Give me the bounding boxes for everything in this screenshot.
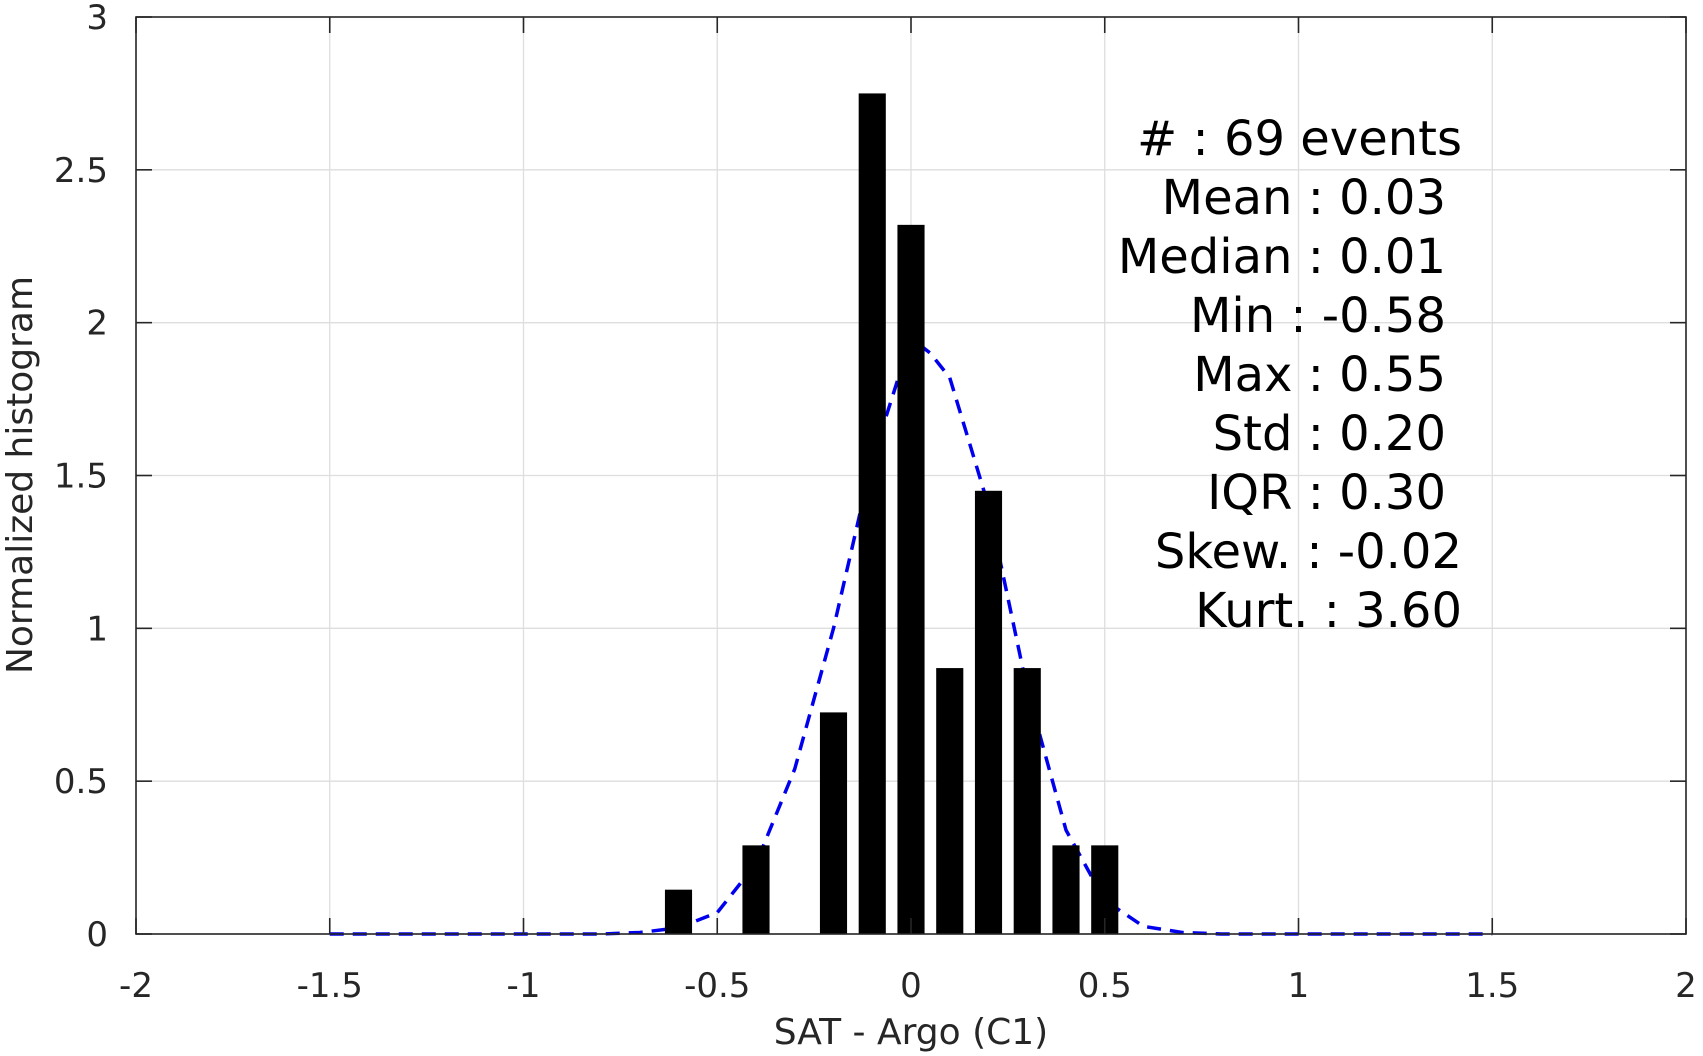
- y-axis-label: Normalized histogram: [0, 276, 41, 674]
- stat-line: IQR : 0.30: [1207, 465, 1446, 521]
- stat-line: Min : -0.58: [1190, 288, 1446, 344]
- stat-line: Std : 0.20: [1213, 406, 1446, 462]
- x-tick-label: 0.5: [1078, 966, 1132, 1006]
- stat-line: Max : 0.55: [1193, 347, 1446, 403]
- y-tick-label: 0: [86, 915, 108, 955]
- stat-line: Kurt. : 3.60: [1195, 583, 1462, 639]
- histogram-bar: [1052, 845, 1080, 934]
- x-tick-label: -2: [119, 966, 153, 1006]
- histogram-bar: [974, 490, 1003, 934]
- x-tick-label: 0: [900, 966, 922, 1006]
- histogram-bar: [1013, 668, 1041, 934]
- histogram-bar: [897, 224, 925, 934]
- y-tick-labels: 0 0.5 1 1.5 2 2.5 3: [54, 0, 108, 955]
- y-tick-label: 2: [86, 304, 108, 344]
- x-tick-label: 1: [1288, 966, 1310, 1006]
- y-tick-label: 1.5: [54, 457, 108, 497]
- stat-line: Mean : 0.03: [1162, 170, 1446, 226]
- y-tick-label: 1: [86, 609, 108, 649]
- x-tick-label: 1.5: [1465, 966, 1519, 1006]
- histogram-bar: [819, 712, 848, 934]
- stat-line: Skew. : -0.02: [1155, 524, 1462, 580]
- y-tick-label: 2.5: [54, 151, 108, 191]
- y-tick-label: 0.5: [54, 762, 108, 802]
- stat-line: Median : 0.01: [1118, 229, 1446, 285]
- histogram-bar: [742, 845, 770, 934]
- tick-marks: [135, 16, 1687, 935]
- x-tick-labels: -2 -1.5 -1 -0.5 0 0.5 1 1.5 2: [119, 966, 1697, 1006]
- stat-line: # : 69 events: [1137, 111, 1462, 167]
- histogram-bar: [858, 93, 886, 934]
- x-tick-label: -0.5: [684, 966, 750, 1006]
- y-tick-label: 3: [86, 0, 108, 38]
- histogram-bar: [936, 668, 964, 934]
- x-axis-label: SAT - Argo (C1): [774, 1012, 1048, 1053]
- x-tick-label: 2: [1675, 966, 1697, 1006]
- x-tick-label: -1: [507, 966, 541, 1006]
- histogram-bar: [664, 889, 693, 934]
- x-tick-label: -1.5: [297, 966, 363, 1006]
- bars-group: [664, 93, 1119, 934]
